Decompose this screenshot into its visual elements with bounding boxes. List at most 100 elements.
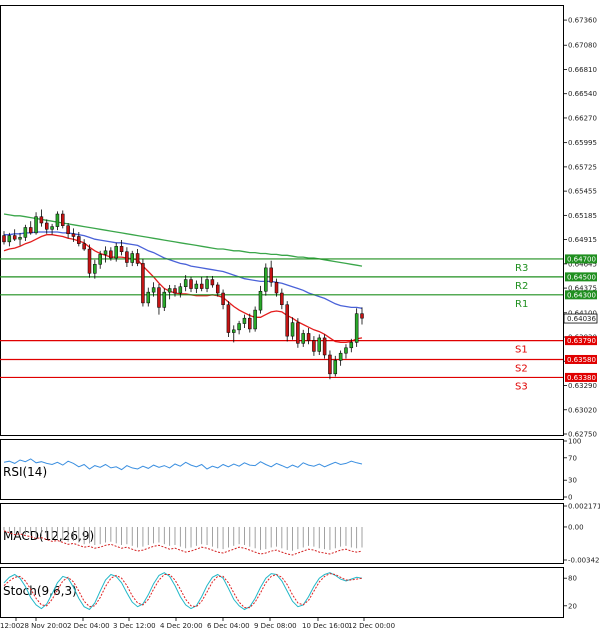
level-name-s2: S2 <box>515 363 528 374</box>
candle-body <box>61 213 65 226</box>
candle <box>28 221 33 235</box>
candle <box>205 275 209 293</box>
ma-blue-line <box>4 231 363 309</box>
indicator-tick-label: 80 <box>568 575 577 583</box>
candle <box>23 224 28 241</box>
time-tick-label: 12:00 <box>0 622 20 630</box>
candle-body <box>146 291 151 304</box>
rsi-axis: 100 70 30 0 <box>563 438 581 502</box>
candle <box>98 250 102 269</box>
candle-body <box>151 287 156 293</box>
candle-body <box>12 235 17 240</box>
candle <box>232 325 236 343</box>
pivot-levels: R3 0.64700 R2 0.64500 R1 0.64300 S1 0.63790 S2 0.… <box>0 254 597 392</box>
candle-body <box>312 340 316 352</box>
candle <box>119 240 124 256</box>
current-price-label: 0.64036 <box>567 315 596 323</box>
candle <box>360 307 364 325</box>
candle-body <box>210 279 215 286</box>
level-name-s1: S1 <box>515 345 528 356</box>
candle-body <box>328 354 332 375</box>
indicator-tick-label: 0.00 <box>568 523 584 531</box>
price-tick-label: 0.62750 <box>568 431 597 439</box>
price-tick-label: 0.65185 <box>568 212 597 220</box>
level-price-tag <box>565 336 597 346</box>
candle <box>290 317 295 340</box>
candle <box>253 306 257 332</box>
candle-body <box>114 246 118 259</box>
candle <box>344 344 348 359</box>
level-name-r3: R3 <box>515 263 528 274</box>
candle <box>242 314 247 329</box>
candle-body <box>194 283 199 289</box>
candle <box>162 288 167 311</box>
indicator-tick-label: 30 <box>568 477 577 485</box>
candle-body <box>264 267 268 292</box>
current-price-marker: 0.64036 <box>563 313 598 324</box>
candle <box>199 276 204 292</box>
candle <box>157 284 161 315</box>
rsi-line <box>3 458 363 471</box>
candle-body <box>296 322 300 344</box>
candle-body <box>98 254 102 265</box>
time-tick-label: 9 Dec 08:00 <box>254 622 297 630</box>
candle <box>312 336 316 356</box>
macd-signal-line <box>3 530 363 556</box>
candle-body <box>77 236 81 244</box>
candle-body <box>173 288 177 294</box>
candle-body <box>39 216 44 224</box>
candle-body <box>178 286 183 294</box>
candle <box>317 334 322 355</box>
candle <box>296 318 300 348</box>
candle-body <box>205 279 209 289</box>
indicator-tick-label: 100 <box>568 438 581 446</box>
candle-body <box>109 250 113 259</box>
price-tick-label: 0.66540 <box>568 90 597 98</box>
candle <box>135 249 140 267</box>
level-price-tag <box>565 272 597 282</box>
candle-body <box>130 253 134 263</box>
candle-body <box>242 317 247 324</box>
candle <box>306 328 311 345</box>
candle <box>125 247 129 267</box>
candle-body <box>344 347 348 354</box>
candle-body <box>354 313 359 343</box>
candle <box>183 275 188 292</box>
candle <box>50 223 54 235</box>
candle-body <box>71 233 76 237</box>
level-price-label: 0.63790 <box>567 337 596 345</box>
candle <box>354 308 359 347</box>
candle-body <box>125 251 129 263</box>
indicator-tick-label: 70 <box>568 454 577 462</box>
stoch-d-line <box>3 573 363 609</box>
candle-body <box>221 292 225 305</box>
price-tick-label: 0.64100 <box>568 309 597 317</box>
rsi-pane-frame <box>0 439 564 500</box>
candle <box>2 231 6 245</box>
candle <box>167 284 172 300</box>
time-axis: 12:00 28 Nov 20:00 2 Dec 04:00 3 Dec 12:00 4… <box>0 618 395 630</box>
candle-body <box>103 250 108 255</box>
stoch-title: Stoch(9,6,3) <box>3 584 77 598</box>
candle <box>151 282 156 297</box>
indicator-tick-label: 20 <box>568 602 577 610</box>
candle <box>103 246 108 263</box>
ma-red-line <box>3 234 363 344</box>
time-tick-label: 12 Dec 00:00 <box>348 622 395 630</box>
candles <box>2 209 364 380</box>
candle-body <box>93 264 97 274</box>
candle <box>71 228 76 242</box>
indicator-tick-label: 0 <box>568 494 572 502</box>
candle <box>269 260 273 287</box>
candle <box>44 219 49 234</box>
candle <box>87 244 92 278</box>
candle-body <box>274 282 279 294</box>
price-tick-label: 0.65455 <box>568 188 597 196</box>
candle <box>333 355 338 377</box>
level-price-label: 0.64700 <box>567 255 596 263</box>
candle <box>130 250 134 267</box>
candle <box>258 285 263 314</box>
candle-body <box>66 225 70 235</box>
price-tick-label: 0.65725 <box>568 163 597 171</box>
